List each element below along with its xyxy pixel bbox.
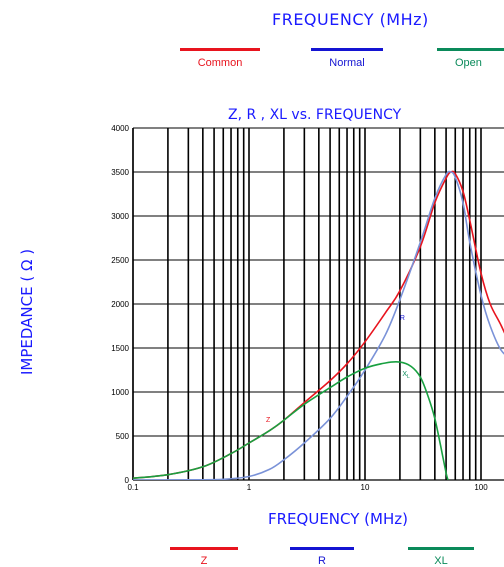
bottom-legend-item-r: R (290, 547, 354, 567)
legend-swatch-xl (408, 547, 474, 550)
legend-swatch-normal (311, 48, 383, 51)
y-tick-label: 3000 (111, 212, 129, 221)
legend-swatch-r (290, 547, 354, 550)
y-tick-label: 1500 (111, 344, 129, 353)
legend-label-z: Z (200, 555, 208, 567)
legend-label-xl: XL (434, 555, 448, 567)
xl-curve (133, 361, 449, 480)
r-curve (133, 170, 504, 480)
x-tick-label: 10 (361, 483, 370, 492)
top-legend-item-normal: Normal (311, 48, 383, 69)
annotation-subscript: L (407, 374, 410, 380)
top-frequency-header: FREQUENCY (MHz) (272, 10, 429, 29)
annotation-r: R (400, 315, 405, 322)
legend-label-common: Common (197, 57, 243, 69)
y-tick-label: 2000 (111, 300, 129, 309)
chart-title: Z, R , XL vs. FREQUENCY (228, 107, 402, 123)
top-legend-item-open: Open (437, 48, 504, 69)
bottom-legend-item-z: Z (170, 547, 238, 567)
annotation-z: Z (266, 417, 271, 424)
y-tick-label: 3500 (111, 168, 129, 177)
y-tick-label: 0 (125, 476, 130, 485)
y-tick-label: 500 (116, 432, 130, 441)
x-tick-label: 0.1 (127, 483, 139, 492)
x-tick-label: 100 (474, 483, 488, 492)
bottom-legend-item-xl: XL (408, 547, 474, 567)
legend-label-open: Open (455, 57, 482, 69)
legend-swatch-open (437, 48, 504, 51)
y-tick-label: 4000 (111, 124, 129, 133)
y-tick-label: 2500 (111, 256, 129, 265)
top-legend-item-common: Common (180, 48, 260, 69)
legend-label-normal: Normal (329, 57, 365, 69)
legend-swatch-z (170, 547, 238, 550)
legend-swatch-common (180, 48, 260, 51)
x-axis-label: FREQUENCY (MHz) (268, 510, 408, 528)
x-tick-label: 1 (247, 483, 252, 492)
annotation-xl: XL (402, 371, 410, 380)
legend-label-r: R (318, 555, 326, 567)
y-tick-label: 1000 (111, 388, 129, 397)
